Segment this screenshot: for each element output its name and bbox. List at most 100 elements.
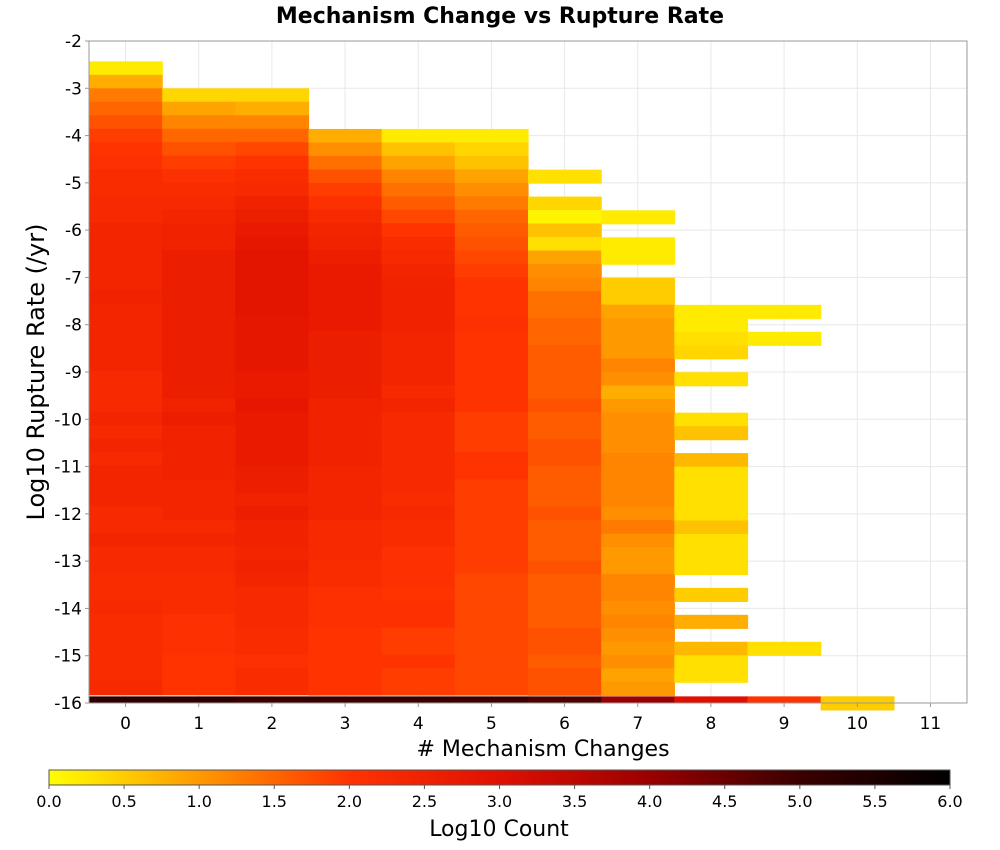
heatmap-cell [528,358,602,373]
heatmap-cell [381,627,456,642]
heatmap-cell [381,560,456,575]
heatmap-cell [601,331,675,346]
heatmap-cell [528,614,602,629]
heatmap-cell [381,425,456,440]
heatmap-cell [235,398,310,413]
heatmap-cell [381,438,456,453]
heatmap-cell [89,559,163,575]
heatmap-cell [601,668,675,683]
x-axis-ticks: 0 1 2 3 4 5 6 7 8 9 10 11 [120,703,941,734]
x-axis-label: # Mechanism Changes [416,737,669,762]
heatmap-cell [381,668,456,683]
heatmap-cell [381,385,456,400]
heatmap-cell [601,210,675,225]
heatmap-cell [235,533,310,548]
heatmap-cell [162,425,236,440]
heatmap-cell [674,412,749,427]
heatmap-cell [89,236,163,251]
heatmap-cell [747,641,822,656]
heatmap-cell [89,425,163,440]
heatmap-cell [674,466,749,481]
heatmap-floor-cell [89,696,163,703]
heatmap-cell [454,155,529,170]
y-tick-label: -8 [65,316,82,336]
heatmap-cell [235,654,310,669]
heatmap-cell [528,425,602,440]
heatmap-cell [528,533,602,548]
heatmap-cell [235,506,310,521]
heatmap-cell [454,263,529,278]
heatmap-cell [308,600,383,615]
heatmap-cell [454,614,529,629]
heatmap-cell [308,587,383,602]
heatmap-cell [89,88,163,103]
heatmap-cell [162,613,236,628]
x-tick-label: 2 [267,714,278,734]
heatmap-cell [601,493,675,508]
heatmap-cell [308,573,383,588]
heatmap-cell [162,533,236,548]
heatmap-cell [235,357,310,372]
heatmap-cell [528,412,602,427]
heatmap-cell [381,533,456,548]
heatmap-cell [528,479,602,494]
heatmap-cell [528,466,602,481]
heatmap-cell [381,546,456,561]
heatmap-cell [454,452,529,467]
heatmap-cell [454,236,529,251]
heatmap-cell [381,223,456,238]
heatmap-cell [747,331,822,346]
heatmap-cell [235,155,310,170]
y-tick-label: -10 [54,410,82,430]
x-tick-label: 0 [120,714,131,734]
heatmap-cell [235,492,310,507]
heatmap-cell [308,358,383,373]
heatmap-cell [454,331,529,346]
heatmap-cell [162,519,236,534]
heatmap-cell [454,317,529,332]
heatmap-cell [601,277,675,292]
heatmap-cell [381,641,456,656]
heatmap-cell [528,654,602,669]
heatmap-cell [381,411,456,427]
heatmap-floor-cell [454,696,529,703]
heatmap-cell [89,317,163,332]
heatmap-cell [454,438,529,453]
heatmap-cell [308,263,383,278]
colorbar-tick-label: 2.0 [337,792,362,811]
heatmap-cell [162,586,236,601]
heatmap-cell [89,344,163,359]
colorbar-tick-label: 3.5 [562,792,587,811]
heatmap-cell [601,345,675,360]
heatmap-cell [308,681,383,696]
heatmap-cell [674,533,749,549]
heatmap-cell [308,304,383,319]
heatmap-cell [235,546,310,561]
heatmap-cell [454,465,529,480]
heatmap-cell [747,304,822,319]
heatmap-cell [601,547,675,562]
heatmap-cell [381,196,456,211]
heatmap-cell [308,155,383,170]
heatmap-cell [162,330,236,345]
heatmap-cell [308,452,383,467]
heatmap-cell [235,276,310,292]
heatmap-cell [308,196,383,211]
heatmap-floor-cell [235,696,310,703]
heatmap-cell [454,223,529,238]
heatmap-cell [601,601,675,616]
heatmap-cell [528,317,602,332]
heatmap-cell [454,142,529,157]
heatmap-cell [308,385,383,400]
heatmap-cell [454,573,529,588]
heatmap-cell [601,587,675,602]
heatmap-cell [454,277,529,292]
heatmap-cell [89,384,163,399]
heatmap-cell [235,600,310,615]
heatmap-cell [528,290,602,305]
heatmap-cell [528,668,602,683]
heatmap-cell [89,586,163,601]
heatmap-cell [162,115,236,130]
heatmap-cell [308,398,383,413]
y-tick-label: -2 [65,32,82,52]
